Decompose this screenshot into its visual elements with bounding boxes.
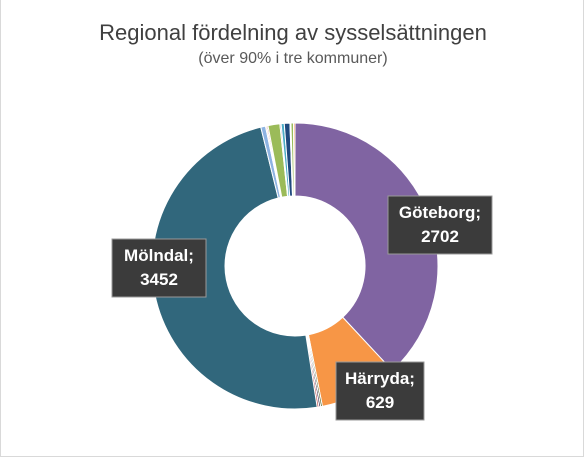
data-label-text: Mölndal;	[124, 246, 194, 265]
data-label: Härryda; 629	[335, 361, 425, 421]
data-label-text: 629	[366, 393, 394, 412]
donut-slice	[294, 122, 439, 372]
data-label: Göteborg; 2702	[387, 195, 493, 255]
chart-subtitle: (över 90% i tre kommuner)	[198, 50, 388, 67]
data-label-text: 3452	[140, 270, 178, 289]
slices-layer	[151, 122, 439, 410]
data-label-text: Göteborg;	[399, 203, 481, 222]
data-label-text: Härryda;	[345, 369, 415, 388]
chart-title: Regional fördelning av sysselsättningen	[99, 20, 487, 45]
data-label: Mölndal; 3452	[111, 238, 207, 298]
data-label-text: 2702	[421, 227, 459, 246]
labels-layer: Göteborg; 2702 Härryda; 629 Mölndal; 3452	[111, 195, 493, 421]
donut-slice	[151, 126, 318, 410]
donut-slice	[292, 122, 296, 197]
